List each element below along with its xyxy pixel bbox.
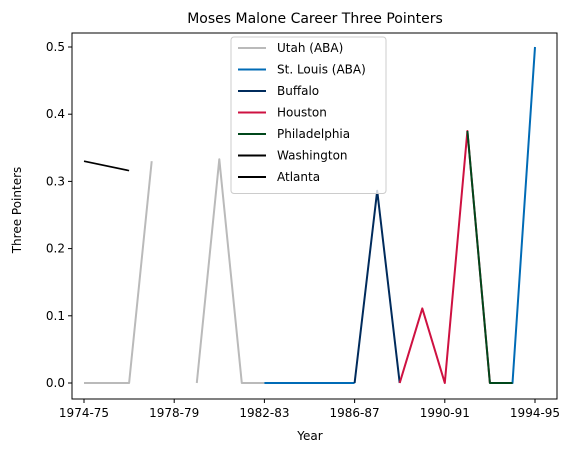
y-tick-label: 0.0 (46, 376, 65, 390)
series-line (353, 189, 401, 384)
legend-item: Washington (238, 149, 348, 163)
series-line (489, 46, 536, 384)
legend-box (230, 36, 387, 194)
x-tick-label: 1990-91 (420, 406, 470, 420)
plot-frame (71, 32, 558, 400)
legend-label: Atlanta (277, 170, 320, 184)
legend-item: Houston (238, 106, 327, 120)
y-axis: 0.0 0.1 0.2 0.3 0.4 0.5 (46, 40, 72, 390)
y-tick-label: 0.4 (46, 107, 65, 121)
legend-label: Washington (277, 149, 348, 163)
series-line (83, 160, 130, 172)
x-axis: 1974-75 1978-79 1982-83 1986-87 1990-91 1994-… (59, 399, 560, 420)
legend-label: Utah (ABA) (277, 41, 343, 55)
chart-title: Moses Malone Career Three Pointers (187, 11, 443, 27)
y-tick-label: 0.5 (46, 40, 65, 54)
y-tick-label: 0.2 (46, 242, 65, 256)
legend-label: Houston (277, 106, 327, 120)
series-philadelphia (466, 130, 513, 384)
x-tick-label: 1994-95 (510, 406, 560, 420)
legend-item: Atlanta (238, 170, 320, 184)
y-tick-label: 0.3 (46, 174, 65, 188)
x-axis-title: Year (296, 429, 322, 443)
legend: Utah (ABA) St. Louis (ABA) Buffalo Houston P… (230, 36, 387, 194)
series-washington (83, 160, 130, 172)
x-tick-label: 1986-87 (330, 406, 380, 420)
series-buffalo (353, 189, 401, 384)
y-tick-label: 0.1 (46, 309, 65, 323)
legend-item: Philadelphia (238, 127, 350, 141)
legend-label: St. Louis (ABA) (277, 63, 366, 77)
plot-area (71, 32, 558, 400)
legend-label: Philadelphia (277, 127, 350, 141)
series-line (398, 130, 491, 384)
x-tick-label: 1974-75 (59, 406, 109, 420)
legend-item: Buffalo (238, 84, 319, 98)
x-tick-label: 1982-83 (239, 406, 289, 420)
series-utah-aba- (84, 158, 265, 384)
y-axis-title: Three Pointers (10, 167, 24, 255)
series-line (195, 158, 265, 384)
x-tick-label: 1978-79 (149, 406, 199, 420)
legend-label: Buffalo (277, 84, 319, 98)
series-houston (398, 130, 491, 384)
series-line (466, 130, 513, 384)
legend-item: St. Louis (ABA) (238, 63, 366, 77)
series-line (84, 161, 153, 384)
legend-item: Utah (ABA) (238, 41, 343, 55)
